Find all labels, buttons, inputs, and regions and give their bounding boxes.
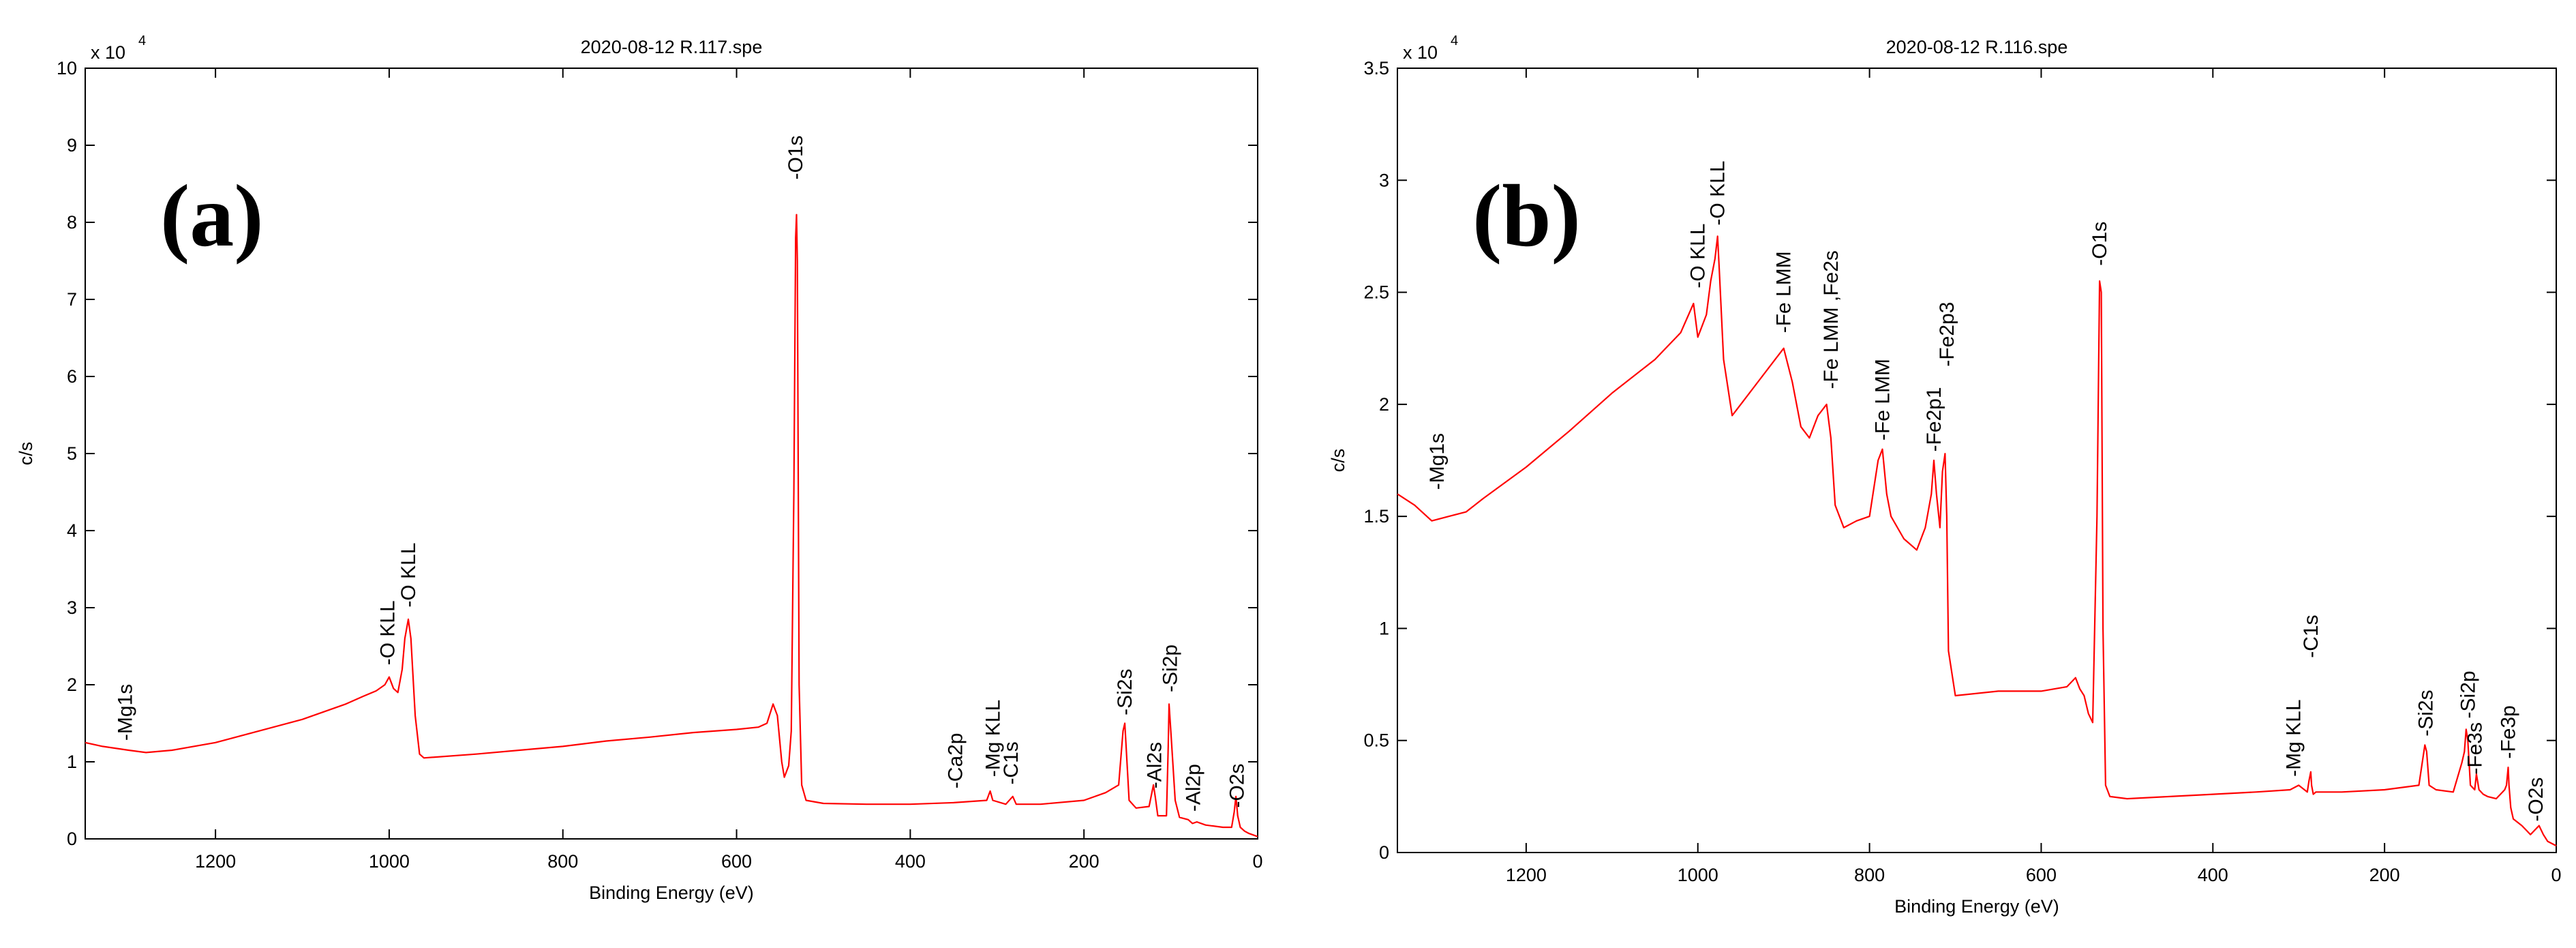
peak-annotation: -Si2s [1114, 668, 1136, 715]
x-tick-label: 600 [721, 851, 752, 872]
y-tick-label: 1 [1379, 618, 1389, 638]
x-tick-label: 400 [895, 851, 926, 872]
plot-area-frame [1397, 68, 2557, 853]
peak-annotation: -Fe3s [2464, 722, 2486, 775]
peak-annotation: -Si2p [1159, 645, 1181, 692]
y-tick-label: 3 [1379, 170, 1389, 190]
y-tick-label: 4 [67, 520, 77, 541]
x-tick-label: 0 [2551, 865, 2561, 885]
x-tick-label: 1200 [195, 851, 236, 872]
peak-annotation: -Si2s [2415, 690, 2438, 736]
y-tick-label: 9 [67, 135, 77, 155]
peak-annotation: -Fe3p [2497, 705, 2519, 758]
peak-annotation: -Fe LMM [1871, 359, 1894, 441]
panel-label: (b) [1472, 167, 1581, 265]
chart-title: 2020-08-12 R.116.spe [1886, 37, 2068, 57]
peak-annotation: -C1s [2300, 614, 2322, 657]
y-tick-label: 1 [67, 752, 77, 772]
y-axis-label: c/s [16, 442, 36, 466]
peak-annotation: -Fe LMM ,Fe2s [1820, 250, 1843, 389]
y-tick-label: 7 [67, 289, 77, 310]
peak-annotation: -Mg KLL [2283, 699, 2305, 776]
peak-annotation: -Mg1s [115, 684, 137, 741]
panel-label: (a) [160, 167, 264, 265]
y-tick-label: 0.5 [1363, 730, 1389, 751]
peak-annotation: -Fe LMM [1773, 251, 1795, 333]
peak-annotation: -O1s [2089, 222, 2111, 266]
peak-annotation: -Al2s [1143, 742, 1166, 788]
x-tick-label: 800 [1854, 865, 1885, 885]
peak-annotation: -Fe2p1 [1923, 387, 1945, 451]
spectrum-line [1397, 235, 2557, 847]
peak-annotation: -O1s [785, 135, 807, 179]
y-tick-label: 2.5 [1363, 282, 1389, 303]
peak-annotation: -Al2p [1183, 764, 1205, 812]
peak-annotation: -Ca2p [945, 732, 967, 788]
y-exponent-label: x 10 [1403, 42, 1438, 63]
x-axis-label: Binding Energy (eV) [589, 883, 754, 903]
x-tick-label: 1000 [1678, 865, 1718, 885]
peak-annotation: -Mg1s [1426, 433, 1449, 490]
x-tick-label: 400 [2198, 865, 2228, 885]
x-tick-label: 800 [547, 851, 578, 872]
y-axis-label: c/s [1328, 449, 1348, 473]
peak-annotation: -C1s [1000, 741, 1022, 784]
y-tick-label: 1.5 [1363, 506, 1389, 527]
spectrum-line [85, 213, 1258, 838]
x-tick-label: 1200 [1506, 865, 1547, 885]
y-tick-label: 3 [67, 597, 77, 618]
panel-b: 1200 1000 800 600 400 200 0 0 0.5 1 1.5 2 2.5 3 3.5 x 1… [1328, 33, 2562, 917]
x-tick-label: 600 [2026, 865, 2057, 885]
y-exponent-label: x 10 [91, 42, 125, 63]
y-tick-label: 5 [67, 443, 77, 464]
peak-annotation: -O KLL [1707, 161, 1729, 226]
y-exponent-power: 4 [138, 33, 146, 48]
x-tick-label: 1000 [369, 851, 410, 872]
y-tick-label: 2 [67, 675, 77, 695]
peak-annotation: -O2s [2525, 777, 2547, 822]
y-tick-label: 10 [57, 58, 77, 78]
x-tick-label: 200 [1069, 851, 1100, 872]
peak-annotation: -O2s [1226, 763, 1248, 808]
x-tick-label: 200 [2369, 865, 2400, 885]
panel-a: 1200 1000 800 600 400 200 0 0 1 2 3 4 5 6 7 8 9 10 x 10 4 20… [16, 33, 1263, 903]
peak-annotation: -O KLL [376, 600, 399, 665]
y-tick-label: 0 [67, 829, 77, 849]
x-axis-label: Binding Energy (eV) [1894, 896, 2059, 917]
peak-annotation: -O KLL [397, 543, 420, 608]
y-exponent-power: 4 [1451, 33, 1458, 48]
y-tick-label: 6 [67, 366, 77, 387]
peak-annotation: -Si2p [2457, 670, 2479, 718]
y-tick-label: 2 [1379, 394, 1389, 415]
peak-annotation: -Fe2p3 [1936, 302, 1958, 367]
y-tick-label: 3.5 [1363, 58, 1389, 78]
peak-annotation: -Mg KLL [982, 700, 1004, 777]
y-tick-label: 0 [1379, 842, 1389, 863]
y-tick-label: 8 [67, 212, 77, 233]
x-tick-label: 0 [1252, 851, 1262, 872]
chart-title: 2020-08-12 R.117.spe [581, 37, 763, 57]
peak-annotation: -O KLL [1687, 224, 1710, 288]
